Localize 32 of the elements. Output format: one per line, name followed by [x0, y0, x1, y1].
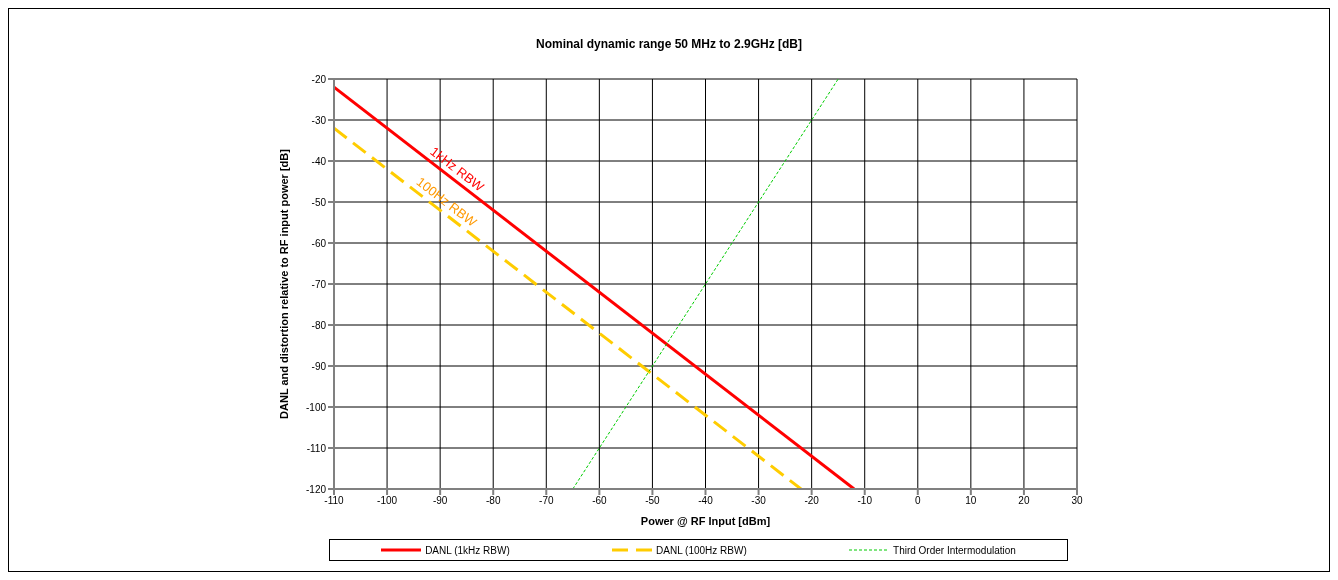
legend-label: DANL (100Hz RBW): [656, 544, 747, 556]
x-axis-title: Power @ RF Input [dBm]: [640, 515, 771, 527]
x-tick-label: 20: [1018, 495, 1030, 507]
y-tick-label: -60: [311, 237, 327, 249]
x-tick-label: -110: [324, 495, 345, 507]
legend-label: Third Order Intermodulation: [893, 544, 1016, 556]
y-axis-title: DANL and distortion relative to RF input power [dB]: [277, 148, 290, 419]
x-tick-label: -60: [592, 495, 608, 507]
x-tick-label: -80: [485, 495, 501, 507]
y-tick-label: -20: [311, 73, 327, 85]
x-tick-label: 30: [1071, 495, 1083, 507]
x-tick-label: -90: [432, 495, 448, 507]
x-tick-label: 0: [915, 495, 921, 507]
legend-label: DANL (1kHz RBW): [425, 544, 510, 556]
y-tick-label: -30: [311, 114, 327, 126]
y-tick-label: -100: [305, 401, 327, 413]
y-tick-label: -90: [311, 360, 327, 372]
x-tick-label: -30: [751, 495, 767, 507]
y-tick-label: -110: [306, 442, 327, 454]
y-tick-label: -120: [305, 483, 327, 495]
x-tick-label: -70: [539, 495, 554, 507]
x-tick-label: -50: [645, 495, 661, 507]
x-tick-label: -20: [804, 495, 820, 507]
x-tick-label: 10: [965, 495, 977, 507]
y-tick-label: -40: [311, 155, 327, 167]
x-tick-label: -10: [857, 495, 873, 507]
x-tick-label: -40: [698, 495, 714, 507]
y-tick-label: -50: [311, 196, 327, 208]
chart-title: Nominal dynamic range 50 MHz to 2.9GHz [dB]: [534, 37, 803, 51]
y-tick-label: -80: [311, 319, 327, 331]
x-tick-label: -100: [377, 495, 398, 507]
y-tick-label: -70: [311, 278, 327, 290]
